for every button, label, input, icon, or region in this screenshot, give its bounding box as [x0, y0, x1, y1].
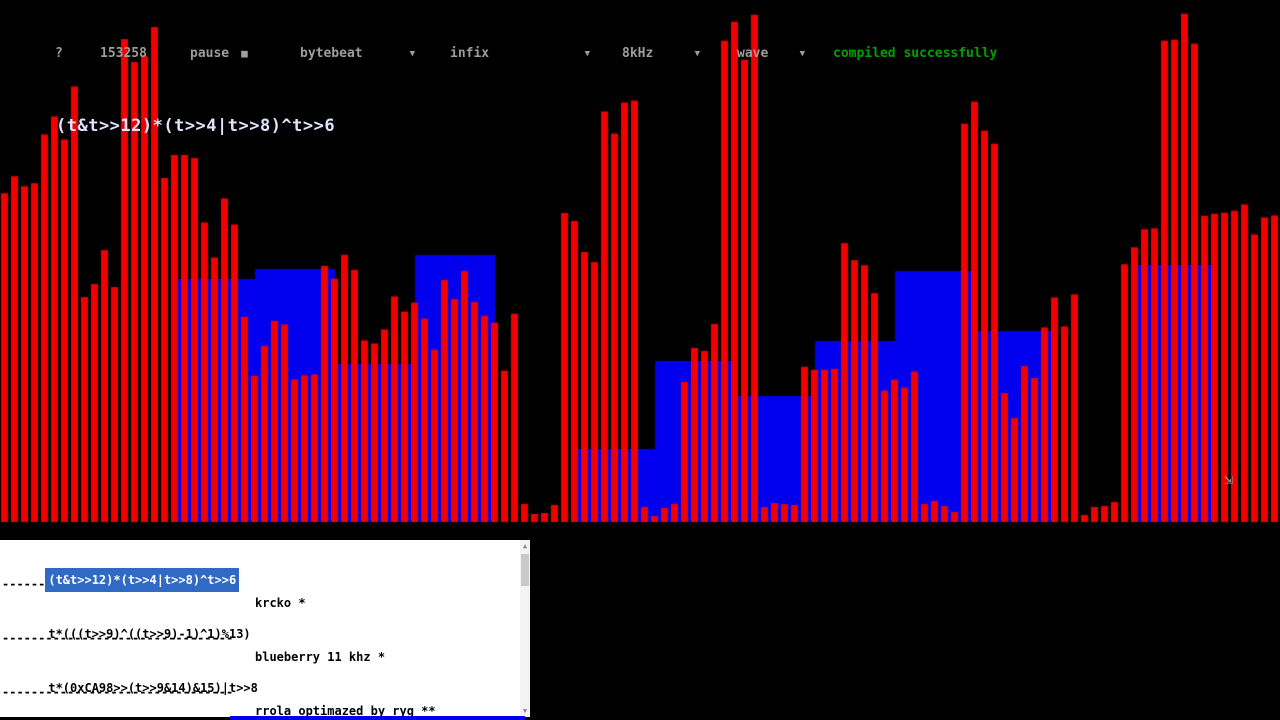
chevron-down-icon: ▼ [409, 49, 415, 59]
chevron-down-icon: ▼ [584, 49, 590, 59]
playlist-separator: -------------------------------- [2, 685, 234, 699]
playlist-name: rrola optimazed by ryg ** [255, 704, 436, 718]
compile-status: compiled successfully [833, 46, 998, 61]
scroll-up-icon[interactable]: ▲ [522, 542, 528, 550]
scrollbar-thumb[interactable] [521, 554, 529, 586]
playlist-row[interactable]: (t&t>>12)*(t>>4|t>>8)^t>>6 krcko * [0, 546, 530, 610]
playlist-formula[interactable]: (t&t>>12)*(t>>4|t>>8)^t>>6 [45, 568, 240, 592]
sample-rate-select-value: 8kHz [622, 46, 654, 61]
help-button[interactable]: ? [55, 46, 63, 61]
bottom-blue-strip [230, 716, 525, 720]
playlist-name: krcko * [255, 596, 306, 610]
playlist-name: blueberry 11 khz * [255, 650, 386, 664]
playlist-formula[interactable]: t*(0xCA98>>(t>>9&14)&15)|t>>8 [48, 681, 258, 695]
expression-input[interactable]: (t&t>>12)*(t>>4|t>>8)^t>>6 [56, 116, 336, 136]
notation-select-value: infix [450, 46, 490, 61]
visualizer-select[interactable]: wave ▼ [737, 46, 805, 64]
playlist-formula[interactable]: t*(((t>>9)^((t>>9)-1)^1)%13) [48, 627, 251, 641]
playlist-scrollbar[interactable]: ▲ ▼ [520, 540, 530, 717]
stop-icon: ■ [241, 47, 248, 60]
chevron-down-icon: ▼ [694, 49, 700, 59]
notation-select[interactable]: infix ▼ [450, 46, 590, 64]
chevron-down-icon: ▼ [799, 49, 805, 59]
scroll-down-icon[interactable]: ▼ [522, 707, 528, 715]
mode-select[interactable]: bytebeat ▼ [300, 46, 415, 64]
waveform-canvas [0, 0, 1280, 530]
pause-button-label: pause [190, 46, 230, 61]
toolbar: ? 153258 pause ■ bytebeat ▼ infix ▼ 8kHz … [0, 46, 1280, 66]
visualizer-select-value: wave [737, 46, 769, 61]
sample-rate-select[interactable]: 8kHz ▼ [622, 46, 700, 64]
playlist-row[interactable]: t*(0xCA98>>(t>>9&14)&15)|t>>8 rrola opti… [0, 654, 530, 718]
playlist-panel: (t&t>>12)*(t>>4|t>>8)^t>>6 krcko * -----… [0, 540, 530, 718]
resize-handle-icon[interactable]: ⇲ [1224, 470, 1234, 488]
playlist-separator: -------------------------------- [2, 631, 234, 645]
pause-button[interactable]: pause ■ [190, 46, 248, 61]
time-counter: 153258 [100, 46, 147, 61]
playlist-row[interactable]: t*(((t>>9)^((t>>9)-1)^1)%13) blueberry 1… [0, 600, 530, 664]
mode-select-value: bytebeat [300, 46, 363, 61]
